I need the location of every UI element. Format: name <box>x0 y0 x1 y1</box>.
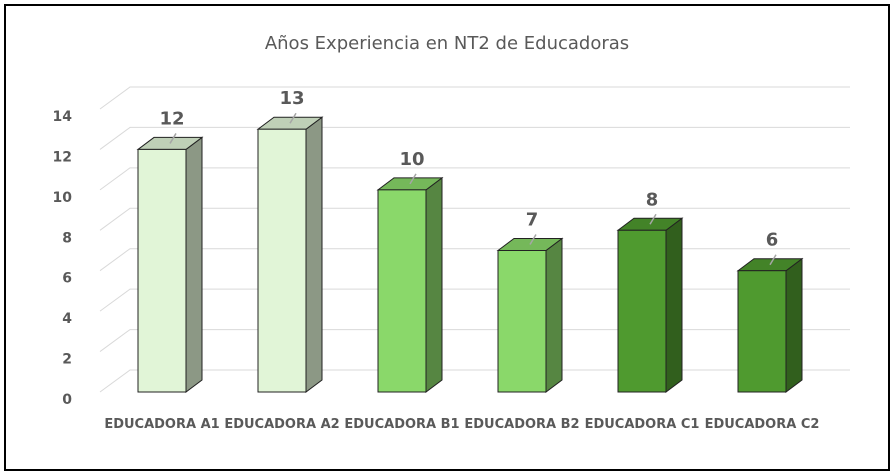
x-tick-label: EDUCADORA C2 <box>704 417 820 432</box>
label-leader <box>289 112 297 124</box>
label-leader <box>409 173 417 185</box>
bar <box>617 229 667 393</box>
y-tick-label: 2 <box>62 352 72 368</box>
y-tick-label: 10 <box>53 190 73 206</box>
label-leader <box>169 133 177 144</box>
x-tick-label: EDUCADORA C1 <box>584 417 700 432</box>
bar <box>497 250 547 393</box>
value-label: 6 <box>766 230 779 251</box>
bar-side <box>785 257 803 393</box>
grid-line <box>99 207 850 231</box>
grid-line <box>99 167 850 191</box>
y-tick-label: 14 <box>53 109 73 125</box>
bar-side <box>545 237 563 393</box>
grid-line <box>99 86 850 110</box>
value-label: 13 <box>279 88 304 109</box>
x-tick-label: EDUCADORA B1 <box>344 417 460 432</box>
y-tick-label: 12 <box>53 149 72 165</box>
bar-side <box>305 116 323 393</box>
bar-side <box>665 217 683 393</box>
grid-line <box>99 329 850 352</box>
x-tick-label: EDUCADORA A2 <box>224 417 340 432</box>
value-label: 10 <box>399 149 424 170</box>
bar-side <box>185 136 203 393</box>
bar <box>377 189 427 393</box>
label-leader <box>529 234 537 245</box>
chart-title: Años Experiencia en NT2 de Educadoras <box>265 33 629 54</box>
value-label: 12 <box>159 108 184 129</box>
value-label: 8 <box>646 189 659 210</box>
y-tick-label: 8 <box>62 230 72 246</box>
grid-line <box>99 126 850 150</box>
y-tick-label: 4 <box>62 311 72 327</box>
bar-side <box>425 176 443 393</box>
grid-line <box>99 288 850 312</box>
y-tick-label: 0 <box>62 392 72 408</box>
label-leader <box>769 254 777 266</box>
grid-line <box>99 369 850 393</box>
y-tick-label: 6 <box>62 271 72 287</box>
bar <box>257 128 307 393</box>
bar <box>737 270 787 393</box>
label-leader <box>649 213 657 225</box>
value-label: 7 <box>526 210 539 231</box>
bar <box>137 148 187 393</box>
grid-line <box>99 248 850 272</box>
x-tick-label: EDUCADORA B2 <box>464 417 580 432</box>
x-tick-label: EDUCADORA A1 <box>104 417 220 432</box>
